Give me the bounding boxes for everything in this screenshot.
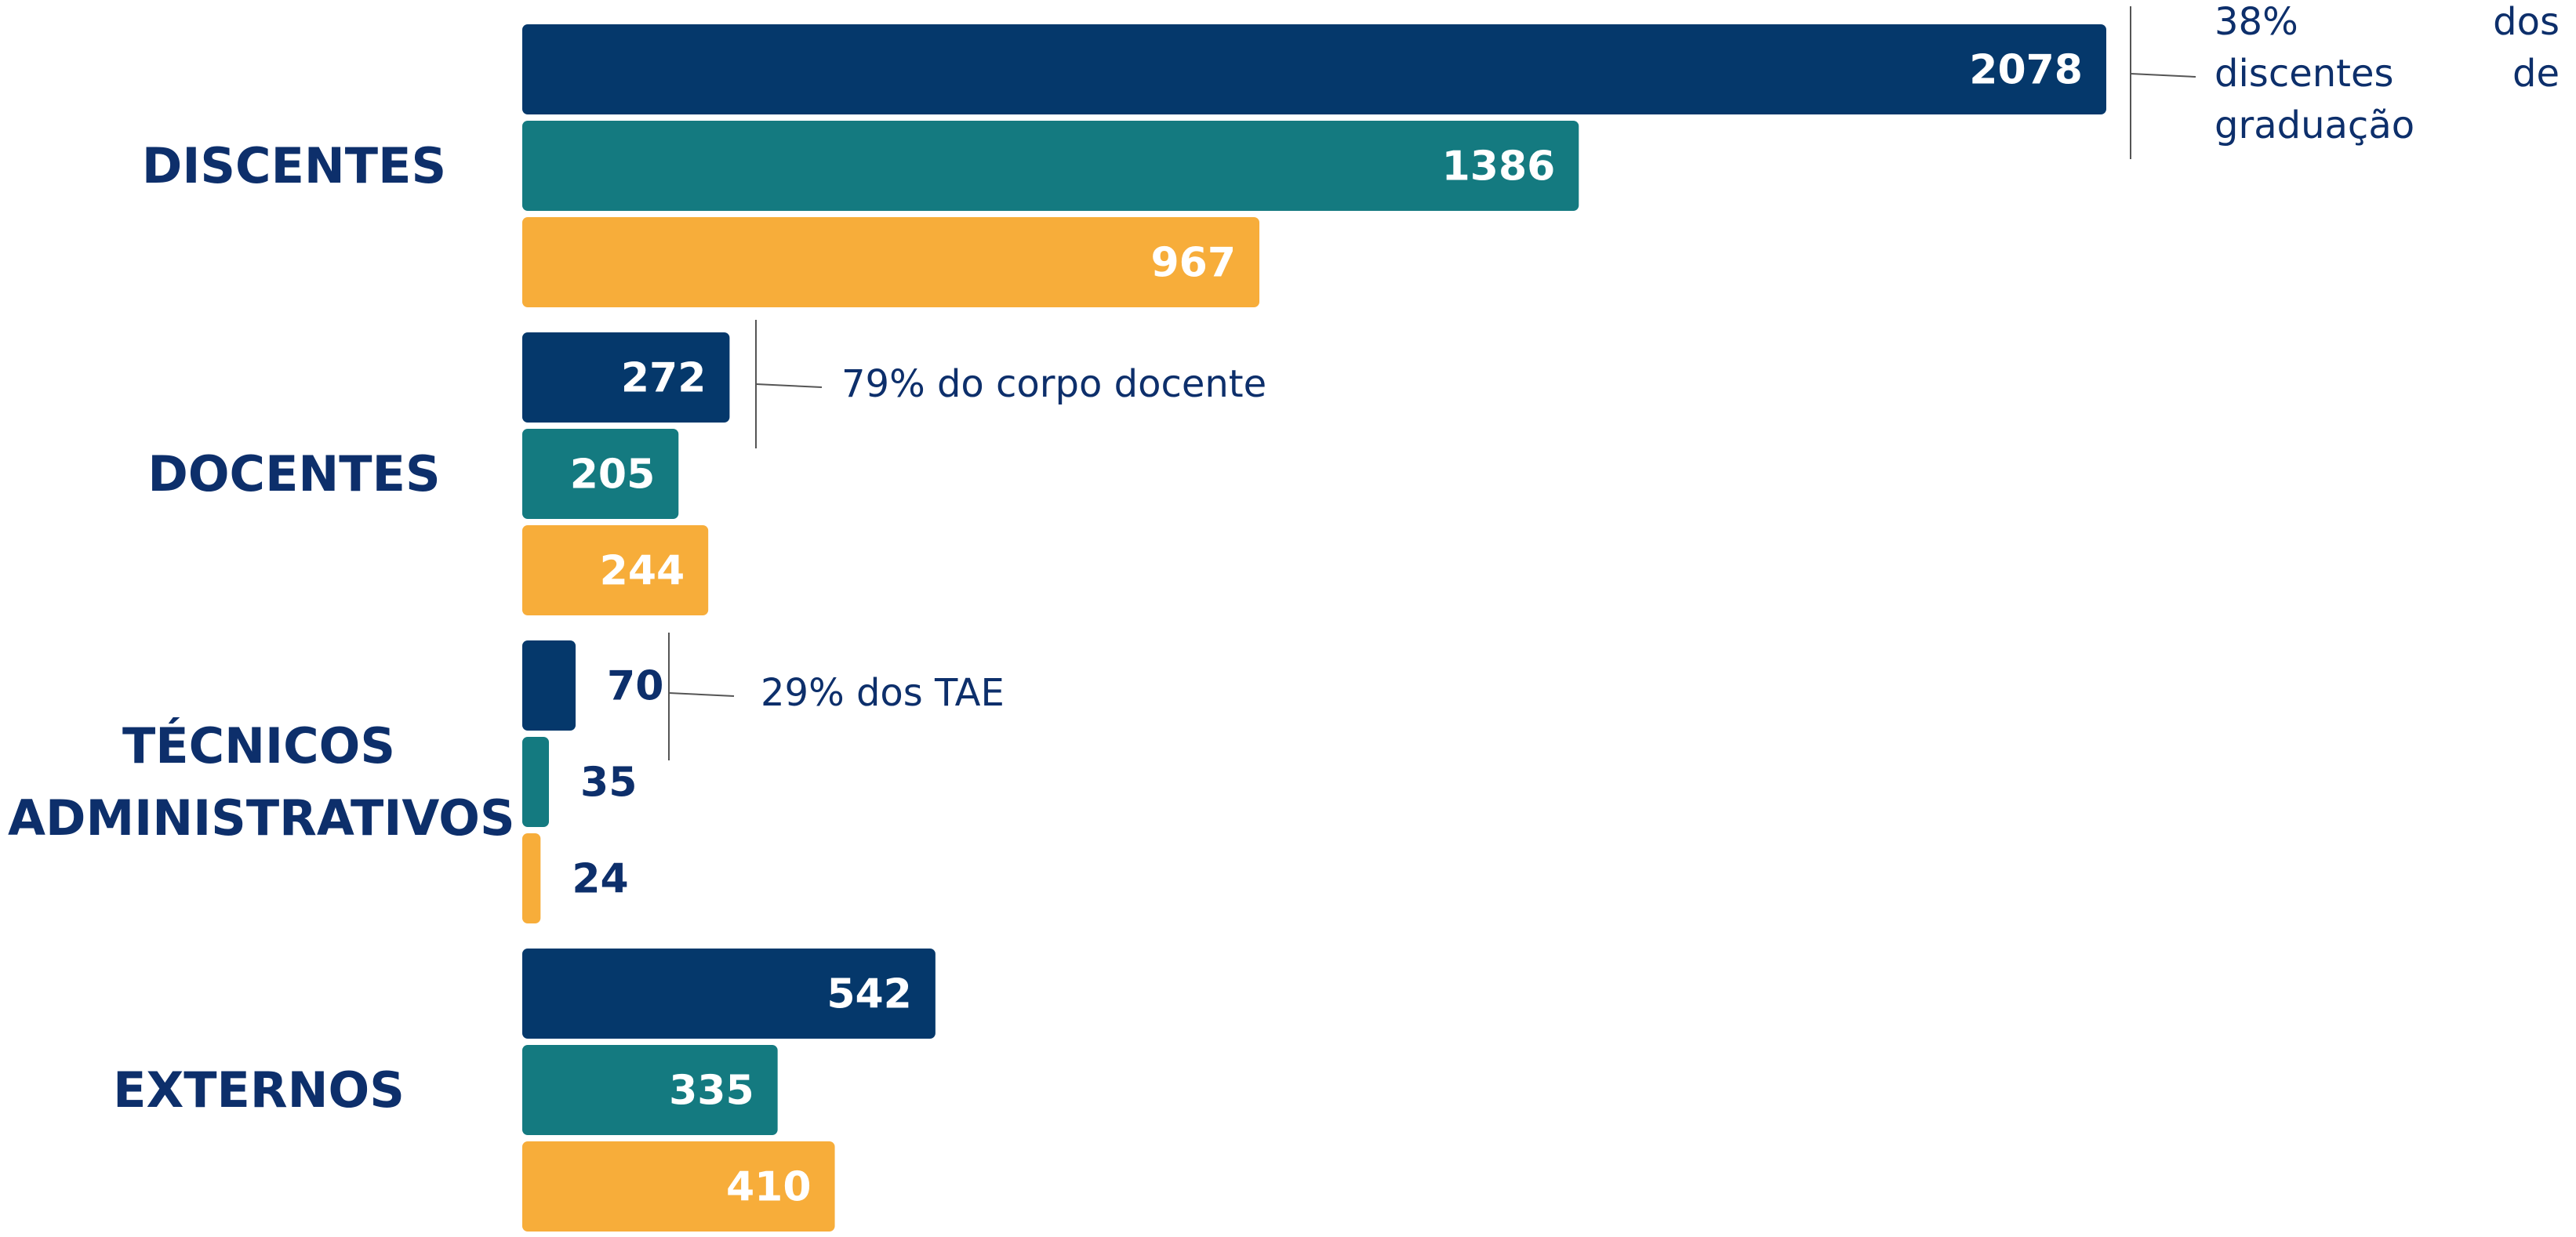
bar — [522, 217, 1260, 307]
category-label: TÉCNICOS ADMINISTRATIVOS — [8, 716, 515, 847]
category-label: DOCENTES — [147, 444, 441, 502]
bar — [522, 332, 730, 423]
value-label: 24 — [572, 856, 628, 903]
annotation-tick — [755, 383, 823, 388]
value-label: 272 — [621, 355, 707, 402]
bar — [522, 737, 550, 827]
category-label: DISCENTES — [141, 136, 447, 194]
bar — [522, 949, 936, 1039]
annotation: 38% dos discentes de graduação — [2214, 0, 2560, 147]
annotation-tick — [668, 692, 735, 697]
value-label: 410 — [726, 1164, 812, 1211]
category-label: EXTERNOS — [113, 1061, 405, 1119]
bar — [522, 429, 679, 519]
bar — [522, 1045, 778, 1135]
value-label: 335 — [669, 1068, 754, 1115]
annotation: 29% dos TAE — [761, 671, 1005, 715]
value-label: 542 — [827, 971, 912, 1018]
bar — [522, 24, 2106, 114]
value-label: 35 — [580, 760, 637, 807]
value-label: 2078 — [1969, 47, 2083, 94]
annotation-tick — [2130, 73, 2196, 78]
bar — [522, 640, 576, 731]
value-label: 1386 — [1442, 143, 1556, 190]
bar — [522, 525, 709, 615]
bar — [522, 833, 541, 923]
value-label: 967 — [1150, 240, 1236, 287]
bar — [522, 1141, 835, 1232]
value-label: 244 — [600, 548, 685, 595]
value-label: 205 — [570, 452, 656, 499]
annotation: 79% do corpo docente — [841, 362, 1267, 406]
bar — [522, 121, 1579, 211]
value-label: 70 — [607, 663, 663, 710]
